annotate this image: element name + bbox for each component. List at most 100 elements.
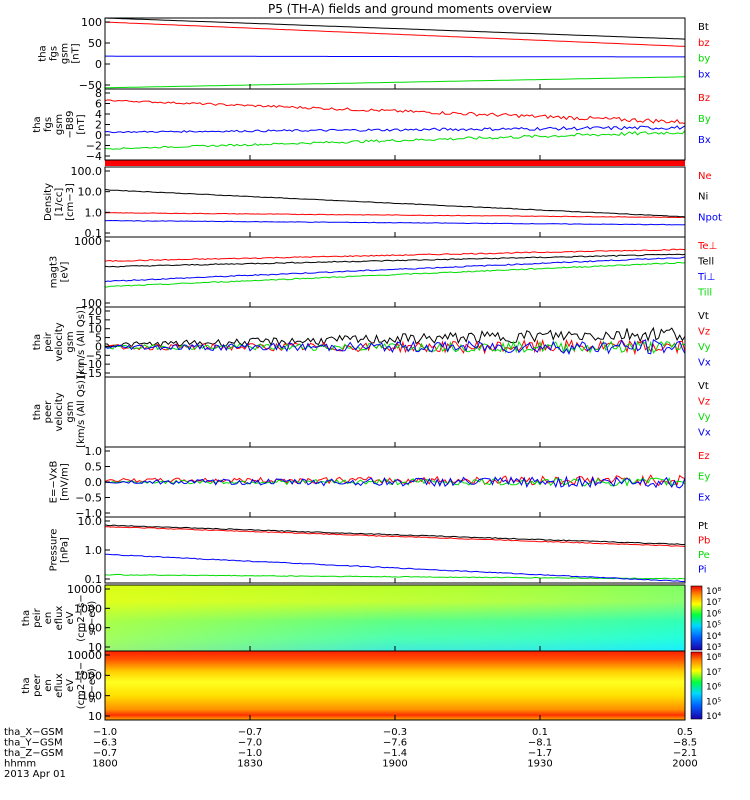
y-tick-label: 1000 (74, 235, 102, 248)
legend-entry: Pi (698, 565, 707, 576)
x-annotation-value: −7.0 (238, 738, 262, 749)
colorbar-label: 10⁶ (706, 609, 721, 619)
y-tick-label: 0 (95, 340, 102, 353)
y-tick-label: 0 (95, 58, 102, 71)
legend-entry: Vt (698, 381, 709, 392)
colorbar-label: 10⁵ (706, 621, 721, 631)
y-axis-label: [nPa] (60, 537, 71, 563)
y-axis-label: tha (21, 610, 32, 626)
y-axis-label: eflux (54, 673, 65, 698)
y-axis-label: tha (38, 45, 49, 61)
x-annotation-value: −1.7 (528, 748, 552, 759)
y-axis-label: peir (32, 607, 43, 627)
legend-entry: Pt (698, 521, 708, 532)
y-axis-label: sr−eV) (87, 668, 98, 703)
y-tick-label: 0.5 (85, 461, 103, 474)
x-annotation-value: 0.1 (532, 727, 548, 738)
colorbar-label: 10⁷ (706, 598, 721, 608)
panel-frame (104, 516, 686, 584)
series-line-3 (104, 125, 686, 134)
legend-entry: Vz (698, 327, 710, 338)
series-line-3 (104, 256, 686, 283)
y-axis-label: eV (65, 679, 76, 692)
y-axis-label: peir (43, 331, 54, 351)
y-axis-label: −B89 (65, 111, 76, 139)
y-tick-label: −1.0 (75, 507, 102, 520)
legend-entry: Npot (698, 212, 722, 223)
y-axis-label: magt3 (49, 256, 60, 289)
series-line-3 (104, 475, 686, 489)
x-annotation-value: −2.1 (673, 748, 697, 759)
y-tick-label: 100 (81, 297, 102, 310)
y-tick-label: 100 (81, 690, 102, 703)
y-tick-label: 1.0 (85, 445, 103, 458)
x-annotation-value: −0.7 (93, 748, 117, 759)
y-axis-label: [1/cc] (54, 188, 65, 217)
y-axis-label: gsm (65, 401, 76, 422)
legend-entry: By (698, 114, 711, 125)
spectrogram-overlay (105, 585, 685, 651)
x-annotation-value: 0.5 (677, 727, 693, 738)
legend-entry: Pe (698, 550, 710, 561)
legend-entry: Tell (697, 257, 714, 268)
y-tick-label: 100.0 (71, 165, 103, 178)
series-line-2 (104, 189, 686, 218)
series-line-1 (104, 17, 686, 40)
legend-entry: Vx (698, 428, 711, 439)
series-line-3 (104, 219, 686, 226)
y-tick-label: 1000 (74, 602, 102, 615)
y-tick-label: 10 (88, 323, 102, 336)
colorbar-label: 10⁵ (706, 697, 721, 707)
y-axis-label: peer (43, 400, 54, 424)
y-tick-label: 0.1 (85, 227, 103, 240)
legend-entry: Vt (698, 311, 709, 322)
y-tick-label: −10 (79, 358, 102, 371)
series-line-2 (104, 253, 686, 268)
series-line-4 (104, 338, 686, 355)
panel-3: Ne Ni Npot 100.0 10.0 1.0 0.1 Density [1/cc] [cm−… (43, 165, 722, 240)
legend-entry: Bz (698, 93, 710, 104)
series-line-1 (104, 212, 686, 219)
panel-frame (104, 236, 686, 308)
colorbar-label: 10⁸ (706, 587, 721, 597)
y-tick-label: 1000 (74, 669, 102, 682)
y-axis-label: eV (65, 611, 76, 624)
y-tick-label: 10000 (67, 583, 102, 596)
y-tick-label: 50 (88, 37, 102, 50)
panel-frame (104, 166, 686, 238)
y-tick-label: 10 (88, 710, 102, 723)
y-axis-label: Pressure (49, 529, 60, 572)
y-axis-label: gsm (65, 331, 76, 352)
y-tick-label: 10.0 (78, 515, 103, 528)
y-tick-label: −5 (86, 349, 102, 362)
panel-7: Ez Ey Ex 1.0 0.5 0.0 −0.5 −1.0 E=−VxB [mV/m] (49, 445, 711, 520)
y-tick-label: 20 (88, 305, 102, 318)
series-line-2 (104, 130, 686, 150)
legend-entry: Ti⊥ (697, 272, 715, 283)
y-axis-label: fgs (49, 46, 60, 61)
y-axis-label: eflux (54, 606, 65, 631)
colorbar (690, 651, 703, 720)
y-tick-label: 6 (95, 98, 102, 111)
y-axis-label: [km/s (All Qs)] (76, 306, 87, 378)
colorbar-label: 10⁴ (706, 632, 721, 642)
x-annotation-value: −0.3 (383, 727, 407, 738)
y-axis-label: velocity (54, 392, 65, 431)
series-line-1 (104, 326, 686, 348)
legend-entry: Bx (698, 135, 711, 146)
series-line-3 (104, 573, 685, 580)
y-axis-label: gsm (54, 114, 65, 135)
legend-entry: bx (698, 69, 710, 80)
panel-4: Te⊥ Tell Ti⊥ Till 1000 100 magt3 [eV] (49, 235, 718, 310)
legend-entry: Vz (698, 397, 710, 408)
x-annotation-value: −1.4 (383, 748, 407, 759)
legend-entry: Vy (698, 412, 711, 423)
y-tick-label: 0.0 (85, 476, 103, 489)
y-tick-label: −0.5 (75, 492, 102, 505)
y-tick-label: 0 (95, 129, 102, 142)
x-annotation-value: −8.1 (528, 738, 552, 749)
x-annotation-label: 2013 Apr 01 (4, 769, 66, 780)
series-line-1 (104, 248, 686, 262)
x-annotation-value: 1800 (92, 759, 117, 770)
